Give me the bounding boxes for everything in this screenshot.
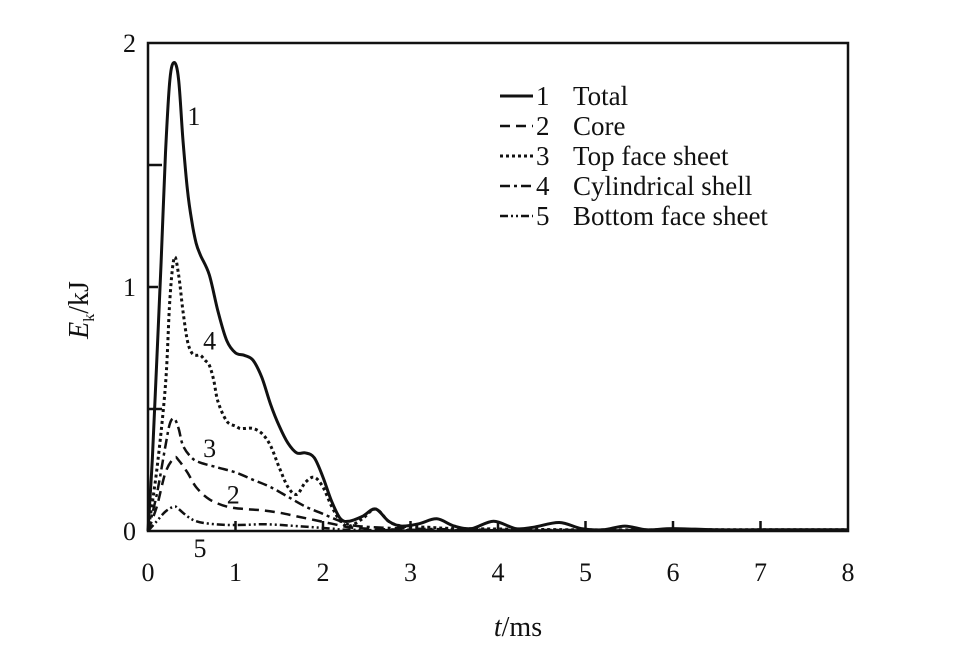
x-axis-label: t/ms xyxy=(494,612,542,643)
series-line-4 xyxy=(146,417,848,532)
data-curves xyxy=(146,61,848,532)
x-tick-label: 8 xyxy=(842,558,855,587)
y-axis-unit: /kJ xyxy=(64,281,95,314)
x-tick-label: 2 xyxy=(317,558,330,587)
x-tick-label: 1 xyxy=(229,558,242,587)
legend: 1 Total 2 Core 3 Top face sheet 4 Cylindrical s… xyxy=(500,81,768,231)
x-tick-label: 4 xyxy=(492,558,505,587)
y-axis-label: Ek/kJ xyxy=(64,281,98,340)
legend-label-5: Bottom face sheet xyxy=(573,201,768,231)
legend-label-4: Cylindrical shell xyxy=(573,171,752,201)
legend-number-2: 2 xyxy=(536,111,550,141)
x-tick-label: 0 xyxy=(142,558,155,587)
curve-label-3: 3 xyxy=(203,434,216,463)
legend-number-1: 1 xyxy=(536,81,550,111)
x-axis-variable: t xyxy=(494,612,503,643)
legend-number-3: 3 xyxy=(536,141,550,171)
curve-labels: 1 4 325 xyxy=(187,102,239,563)
x-axis-unit: /ms xyxy=(502,612,542,643)
y-tick-label: 0 xyxy=(123,517,136,546)
curve-label-2: 2 xyxy=(227,480,240,509)
x-tick-label: 7 xyxy=(754,558,767,587)
series-line-1 xyxy=(146,61,848,532)
y-axis-subscript: k xyxy=(81,314,98,322)
legend-label-3: Top face sheet xyxy=(573,141,729,171)
series-line-2 xyxy=(146,455,848,532)
legend-label-1: Total xyxy=(573,81,628,111)
x-tick-label: 5 xyxy=(579,558,592,587)
y-axis-variable: E xyxy=(64,322,95,340)
curve-label-5: 5 xyxy=(194,534,207,563)
y-tick-label: 2 xyxy=(123,29,136,58)
curve-label-1: 1 xyxy=(187,102,200,131)
x-tick-label: 3 xyxy=(404,558,417,587)
curve-label-4: 4 xyxy=(203,327,216,356)
plot-frame xyxy=(146,41,850,533)
y-tick-label: 1 xyxy=(123,273,136,302)
legend-label-2: Core xyxy=(573,111,626,141)
x-tick-label: 6 xyxy=(667,558,680,587)
legend-number-5: 5 xyxy=(536,201,550,231)
plot-area-border xyxy=(146,41,850,533)
series-line-3 xyxy=(146,255,848,532)
legend-number-4: 4 xyxy=(536,171,550,201)
